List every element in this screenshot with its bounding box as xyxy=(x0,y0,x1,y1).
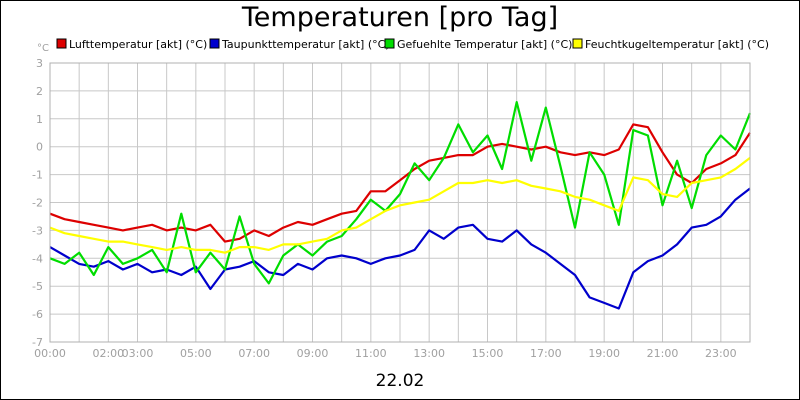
x-axis-date-label: 22.02 xyxy=(376,371,425,391)
legend-swatch-3 xyxy=(384,38,395,49)
y-tick-label: 1 xyxy=(36,113,43,126)
legend-label-2: Taupunkttemperatur [akt] (°C) xyxy=(221,38,390,51)
x-tick-label: 11:00 xyxy=(355,347,387,360)
y-tick-label: 2 xyxy=(36,85,43,98)
x-tick-label: 17:00 xyxy=(530,347,562,360)
x-tick-label: 15:00 xyxy=(472,347,504,360)
legend-label-3: Gefuehlte Temperatur [akt] (°C) xyxy=(397,38,572,51)
y-tick-label: -2 xyxy=(32,197,43,210)
y-tick-label: -5 xyxy=(32,280,43,293)
series-line-3 xyxy=(49,100,752,285)
x-tick-label: 23:00 xyxy=(705,347,737,360)
series-line-4 xyxy=(49,157,751,254)
y-tick-label: -4 xyxy=(32,252,43,265)
x-tick-label: 07:00 xyxy=(238,347,270,360)
legend-swatch-2 xyxy=(209,38,220,49)
y-tick-label: -6 xyxy=(32,308,43,321)
y-tick-label: -7 xyxy=(32,336,43,349)
y-tick-label: 3 xyxy=(36,57,43,70)
chart-title: Temperaturen [pro Tag] xyxy=(241,2,559,33)
legend-swatch-4 xyxy=(572,38,583,49)
y-tick-label: -3 xyxy=(32,224,43,237)
x-tick-label: 02:00 xyxy=(92,347,124,360)
x-tick-label: 09:00 xyxy=(297,347,329,360)
x-tick-label: 00:00 xyxy=(34,347,66,360)
legend-label-1: Lufttemperatur [akt] (°C) xyxy=(69,38,207,51)
x-tick-label: 03:00 xyxy=(122,347,154,360)
chart-grid xyxy=(49,62,751,343)
series-line-1 xyxy=(49,123,751,243)
y-tick-label: -1 xyxy=(32,169,43,182)
x-tick-label: 13:00 xyxy=(413,347,445,360)
legend-label-4: Feuchtkugeltemperatur [akt] (°C) xyxy=(585,38,769,51)
x-tick-label: 05:00 xyxy=(180,347,212,360)
y-axis-unit: °C xyxy=(37,43,49,54)
x-tick-label: 21:00 xyxy=(647,347,679,360)
plot-border xyxy=(49,62,751,343)
chart-legend: Lufttemperatur [akt] (°C) Taupunkttempera… xyxy=(56,38,769,51)
legend-swatch-1 xyxy=(56,38,67,49)
x-tick-label: 19:00 xyxy=(588,347,620,360)
y-tick-label: 0 xyxy=(36,141,43,154)
chart-series xyxy=(49,100,752,310)
